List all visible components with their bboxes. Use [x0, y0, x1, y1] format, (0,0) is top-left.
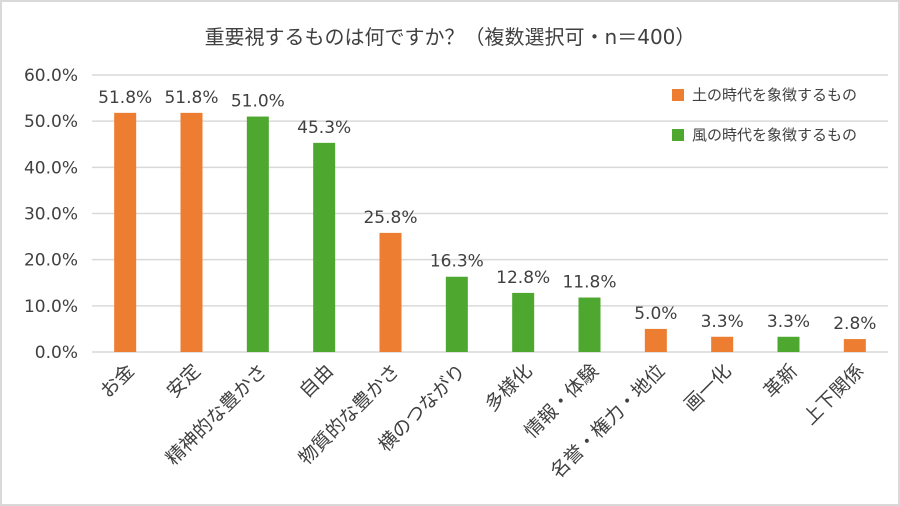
y-tick-label: 50.0% — [24, 112, 78, 132]
bar — [114, 112, 137, 353]
chart-title: 重要視するものは何ですか？（複数選択可・n＝400） — [205, 25, 696, 49]
x-tick-label: 自由 — [295, 360, 337, 402]
legend-swatch — [672, 129, 684, 141]
legend-label: 風の時代を象徴するもの — [692, 126, 857, 144]
bar — [578, 297, 601, 352]
bar — [246, 116, 269, 352]
data-label: 51.8% — [98, 88, 152, 108]
data-label: 11.8% — [562, 273, 616, 293]
y-tick-label: 20.0% — [24, 251, 78, 271]
x-tick-label: 画一化 — [680, 360, 736, 416]
data-label: 2.8% — [833, 314, 876, 334]
bar — [379, 232, 402, 352]
bar — [777, 336, 800, 352]
y-tick-label: 10.0% — [24, 297, 78, 317]
data-label: 5.0% — [634, 304, 677, 324]
bar — [180, 112, 203, 353]
data-label: 12.8% — [496, 268, 550, 288]
data-label: 16.3% — [430, 252, 484, 272]
bar — [843, 339, 866, 352]
y-tick-label: 30.0% — [24, 205, 78, 225]
x-tick-label: 多様化 — [481, 360, 537, 416]
data-label: 51.0% — [231, 92, 285, 112]
data-label: 45.3% — [297, 118, 351, 138]
data-label: 3.3% — [767, 312, 810, 332]
bar — [445, 276, 468, 352]
bar — [313, 142, 336, 352]
y-tick-label: 40.0% — [24, 158, 78, 178]
data-label: 25.8% — [363, 208, 417, 228]
data-label: 3.3% — [701, 312, 744, 332]
x-tick-label: お金 — [96, 360, 138, 402]
x-tick-label: 安定 — [163, 360, 205, 402]
x-tick-label: 名誉・権力・地位 — [546, 360, 669, 483]
x-tick-label: 上下関係 — [799, 360, 868, 429]
legend-label: 土の時代を象徴するもの — [692, 86, 857, 104]
x-tick-label: 革新 — [760, 360, 802, 402]
legend-swatch — [672, 89, 684, 101]
bar — [711, 336, 734, 352]
y-tick-label: 0.0% — [35, 343, 78, 363]
y-tick-label: 60.0% — [24, 66, 78, 86]
data-label: 51.8% — [164, 88, 218, 108]
bar — [644, 328, 667, 352]
bar — [512, 292, 535, 352]
